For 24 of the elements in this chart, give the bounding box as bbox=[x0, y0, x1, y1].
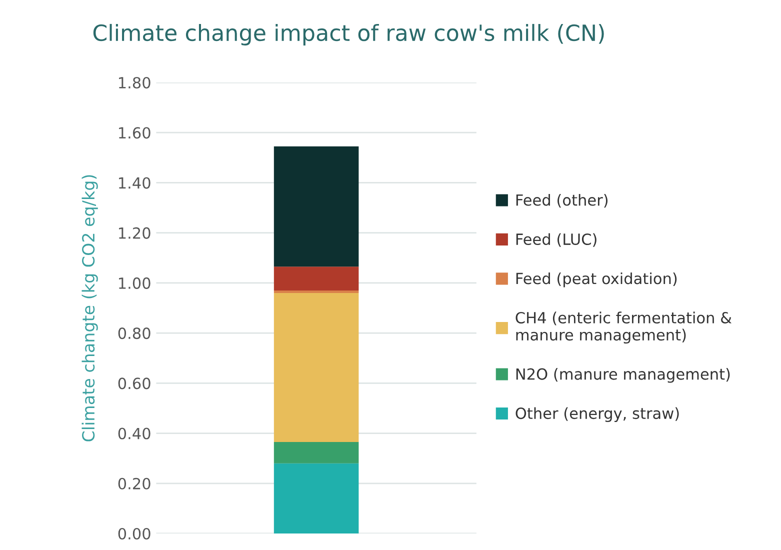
legend-label: N2O (manure management) bbox=[516, 368, 730, 383]
bar bbox=[274, 292, 359, 442]
bar bbox=[274, 266, 359, 290]
y-tick-label: 1.40 bbox=[119, 177, 150, 189]
bar bbox=[274, 290, 359, 293]
y-tick-label: 0.40 bbox=[118, 428, 150, 440]
legend-label: Feed (LUC) bbox=[516, 233, 596, 247]
y-tick-label: 0.60 bbox=[118, 378, 150, 390]
legend-label: Feed (peat oxidation) bbox=[516, 272, 677, 288]
y-tick-label: 1.00 bbox=[119, 277, 150, 289]
y-tick-label: 1.60 bbox=[119, 127, 150, 139]
bar bbox=[274, 146, 359, 267]
legend-label: Feed (other) bbox=[516, 194, 608, 208]
chart-title: Climate change impact of raw cow's milk (CN) bbox=[93, 24, 604, 46]
y-tick-label: 0.80 bbox=[118, 328, 150, 340]
y-tick-label: 0.00 bbox=[118, 528, 150, 540]
y-tick-label: 0.20 bbox=[118, 478, 150, 490]
legend-label: Other (energy, straw) bbox=[516, 407, 679, 422]
y-tick-label: 1.20 bbox=[119, 227, 150, 239]
legend-label: CH4 (enteric fermentation & manure management) bbox=[516, 312, 732, 344]
bar bbox=[274, 463, 359, 534]
bar bbox=[274, 442, 359, 464]
y-tick-label: 1.80 bbox=[119, 76, 150, 89]
y-axis-title: Climate changte (kg CO2 eq/kg) bbox=[82, 175, 98, 442]
